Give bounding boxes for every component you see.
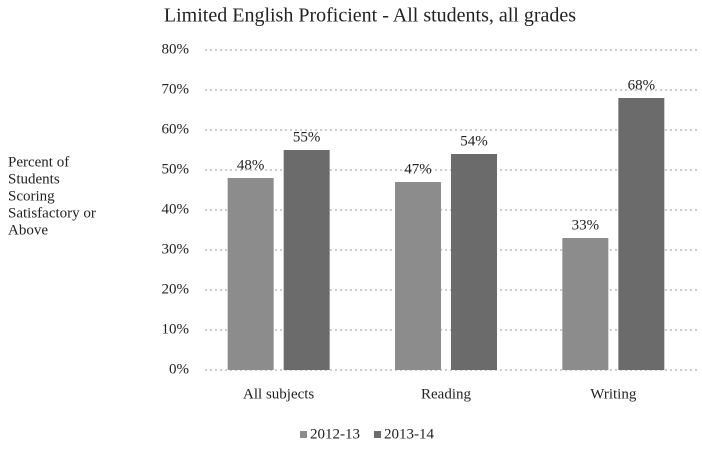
- legend-label: 2012-13: [310, 426, 360, 442]
- y-axis-label: Percent of: [8, 154, 69, 170]
- y-axis-label: Scoring: [8, 188, 55, 204]
- y-axis-label: Above: [8, 222, 48, 238]
- y-tick-label: 20%: [162, 281, 190, 297]
- legend-swatch: [374, 431, 381, 438]
- value-label: 33%: [572, 217, 600, 233]
- legend-label: 2013-14: [384, 426, 434, 442]
- value-label: 68%: [628, 77, 656, 93]
- bar: [451, 154, 497, 370]
- y-axis-label: Satisfactory or: [8, 205, 96, 221]
- y-tick-label: 50%: [162, 161, 190, 177]
- bar: [283, 150, 330, 370]
- y-tick-label: 0%: [169, 361, 189, 377]
- y-tick-label: 40%: [162, 201, 190, 217]
- y-tick-label: 60%: [162, 121, 190, 137]
- chart-title: Limited English Proficient - All student…: [164, 5, 576, 27]
- y-tick-label: 70%: [162, 81, 190, 97]
- y-tick-label: 80%: [162, 41, 190, 57]
- bar: [227, 178, 274, 370]
- x-tick-label: Writing: [590, 386, 637, 402]
- legend-swatch: [300, 431, 307, 438]
- y-tick-label: 10%: [162, 321, 190, 337]
- value-label: 54%: [460, 133, 488, 149]
- bar: [562, 238, 609, 370]
- bar: [395, 182, 441, 370]
- x-tick-label: All subjects: [243, 386, 314, 402]
- y-tick-label: 30%: [162, 241, 190, 257]
- bar: [618, 98, 665, 370]
- x-tick-label: Reading: [421, 386, 471, 402]
- y-axis-label: Students: [8, 171, 60, 187]
- value-label: 55%: [293, 129, 321, 145]
- value-label: 48%: [237, 157, 265, 173]
- value-label: 47%: [404, 161, 432, 177]
